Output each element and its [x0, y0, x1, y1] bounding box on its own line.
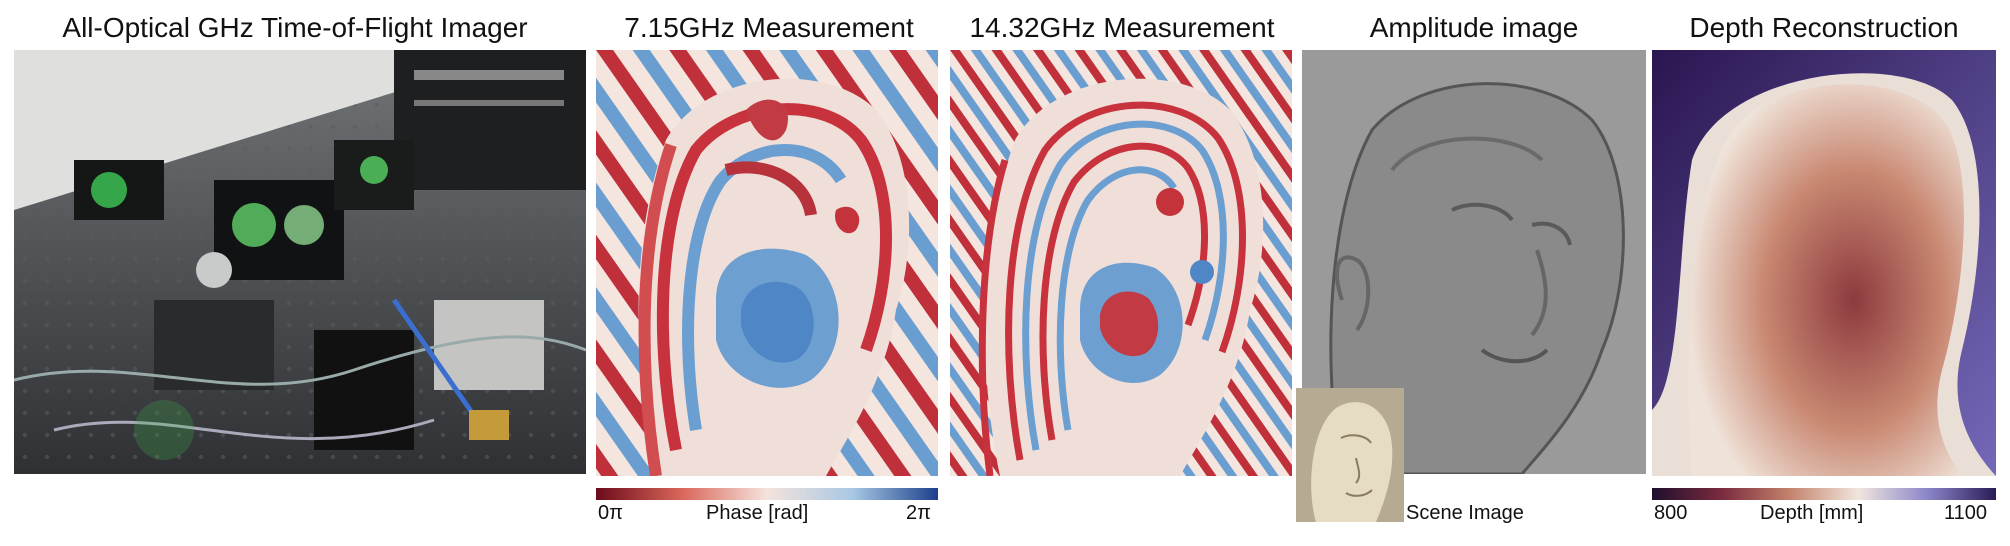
amplitude-title: Amplitude image: [1369, 12, 1579, 43]
setup-title: All-Optical GHz Time-of-Flight Imager: [62, 12, 528, 43]
depth-colorbar-max: 1100: [1944, 502, 1988, 524]
optical-table-illustration: [14, 50, 586, 474]
phase1-title: 7.15GHz Measurement: [624, 12, 914, 43]
depth-image: [1652, 50, 1996, 476]
scene-image-inset: [1296, 388, 1404, 522]
scene-image-label: Scene Image: [1406, 502, 1524, 524]
amplitude-image: [1302, 50, 1646, 474]
phase-colorbar-title: Phase [rad]: [706, 502, 809, 524]
depth-colorbar-min: 800: [1654, 502, 1688, 524]
phase2-image: [950, 50, 1292, 476]
phase-colorbar-max: 2π: [906, 502, 931, 524]
phase1-image: [596, 50, 938, 476]
setup-photo: [14, 50, 586, 474]
depth-colorbar: [1652, 488, 1996, 500]
phase-colorbar: [596, 488, 938, 500]
phase2-title: 14.32GHz Measurement: [969, 12, 1275, 43]
phase-colorbar-min: 0π: [598, 502, 623, 524]
depth-title: Depth Reconstruction: [1689, 12, 1959, 43]
depth-colorbar-title: Depth [mm]: [1760, 502, 1864, 524]
